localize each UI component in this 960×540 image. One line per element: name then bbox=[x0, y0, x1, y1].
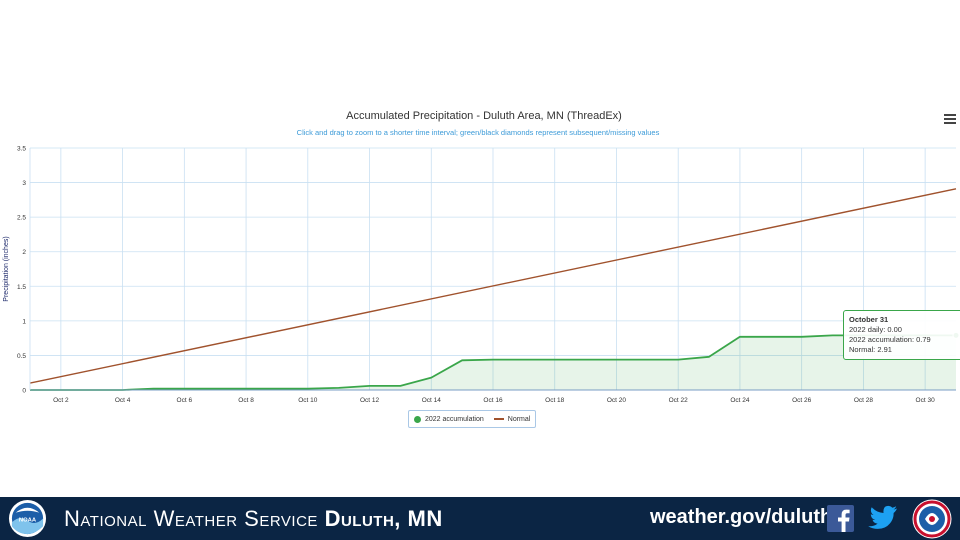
noaa-logo: NOAA bbox=[8, 499, 47, 538]
x-tick-label: Oct 16 bbox=[483, 397, 503, 404]
chart-subtitle: Click and drag to zoom to a shorter time… bbox=[297, 128, 660, 137]
y-tick-label: 1 bbox=[22, 318, 26, 325]
y-tick-label: 3 bbox=[22, 180, 26, 187]
x-tick-label: Oct 18 bbox=[545, 397, 565, 404]
series-line-normal bbox=[29, 188, 957, 384]
legend-marker-line-icon bbox=[493, 418, 504, 420]
x-tick-label: Oct 12 bbox=[360, 397, 380, 404]
facebook-icon[interactable] bbox=[827, 505, 854, 532]
nws-logo bbox=[912, 499, 952, 539]
x-tick-label: Oct 4 bbox=[115, 397, 131, 404]
legend-marker-dot-icon bbox=[414, 415, 421, 423]
x-tick-label: Oct 24 bbox=[730, 397, 750, 404]
x-tick-label: Oct 6 bbox=[177, 397, 193, 404]
tooltip-date: October 31 bbox=[849, 315, 889, 324]
legend-label: Normal bbox=[507, 415, 531, 423]
footer-banner: NOAA National Weather Service Duluth, MN… bbox=[0, 497, 960, 540]
legend-label: 2022 accumulation bbox=[425, 415, 484, 423]
chart-legend: 2022 accumulation Normal bbox=[408, 410, 537, 428]
footer-url-link[interactable]: weather.gov/duluth bbox=[650, 506, 833, 528]
chart-title: Accumulated Precipitation - Duluth Area,… bbox=[346, 110, 622, 122]
x-tick-label: Oct 22 bbox=[669, 397, 689, 404]
footer-title-bold: Duluth, MN bbox=[324, 506, 443, 531]
x-tick-label: Oct 8 bbox=[238, 397, 254, 404]
chart-tooltip: October 31 2022 daily: 0.00 2022 accumul… bbox=[843, 310, 960, 360]
chart-area[interactable]: Accumulated Precipitation - Duluth Area,… bbox=[0, 100, 960, 440]
series-area-2022-accumulation bbox=[30, 335, 956, 390]
series-line-2022-accumulation bbox=[30, 334, 956, 391]
y-tick-label: 2.5 bbox=[17, 215, 26, 222]
y-tick-label: 2 bbox=[22, 249, 26, 256]
precipitation-chart[interactable]: Accumulated Precipitation - Duluth Area,… bbox=[0, 100, 960, 440]
twitter-icon[interactable] bbox=[866, 505, 898, 532]
y-tick-label: 3.5 bbox=[17, 146, 26, 153]
x-tick-label: Oct 14 bbox=[422, 397, 442, 404]
tooltip-normal: Normal: 2.91 bbox=[849, 345, 892, 354]
x-tick-label: Oct 26 bbox=[792, 397, 812, 404]
x-tick-label: Oct 2 bbox=[53, 397, 69, 404]
legend-item-2022-accumulation[interactable]: 2022 accumulation bbox=[414, 415, 484, 423]
y-axis-title: Precipitation (inches) bbox=[3, 236, 10, 301]
tooltip-accumulation: 2022 accumulation: 0.79 bbox=[849, 335, 931, 344]
x-tick-label: Oct 20 bbox=[607, 397, 627, 404]
svg-text:NOAA: NOAA bbox=[19, 517, 37, 523]
chart-menu-button[interactable] bbox=[944, 114, 956, 126]
footer-title: National Weather Service Duluth, MN bbox=[64, 506, 443, 532]
x-tick-label: Oct 10 bbox=[298, 397, 318, 404]
footer-title-regular: National Weather Service bbox=[64, 506, 318, 531]
y-tick-label: 1.5 bbox=[17, 284, 26, 291]
x-tick-label: Oct 28 bbox=[854, 397, 874, 404]
axes: 0 0.5 1 1.5 2 2.5 3 3.5 Oct 2 Oct 4 Oct 6 Oct 8 Oct … bbox=[17, 146, 956, 404]
x-tick-label: Oct 30 bbox=[916, 397, 936, 404]
y-tick-label: 0 bbox=[22, 388, 26, 395]
tooltip-daily: 2022 daily: 0.00 bbox=[849, 325, 902, 334]
legend-item-normal[interactable]: Normal bbox=[493, 415, 531, 423]
y-tick-label: 0.5 bbox=[17, 353, 26, 360]
hamburger-menu-icon bbox=[944, 114, 956, 116]
series-layer bbox=[29, 188, 960, 391]
